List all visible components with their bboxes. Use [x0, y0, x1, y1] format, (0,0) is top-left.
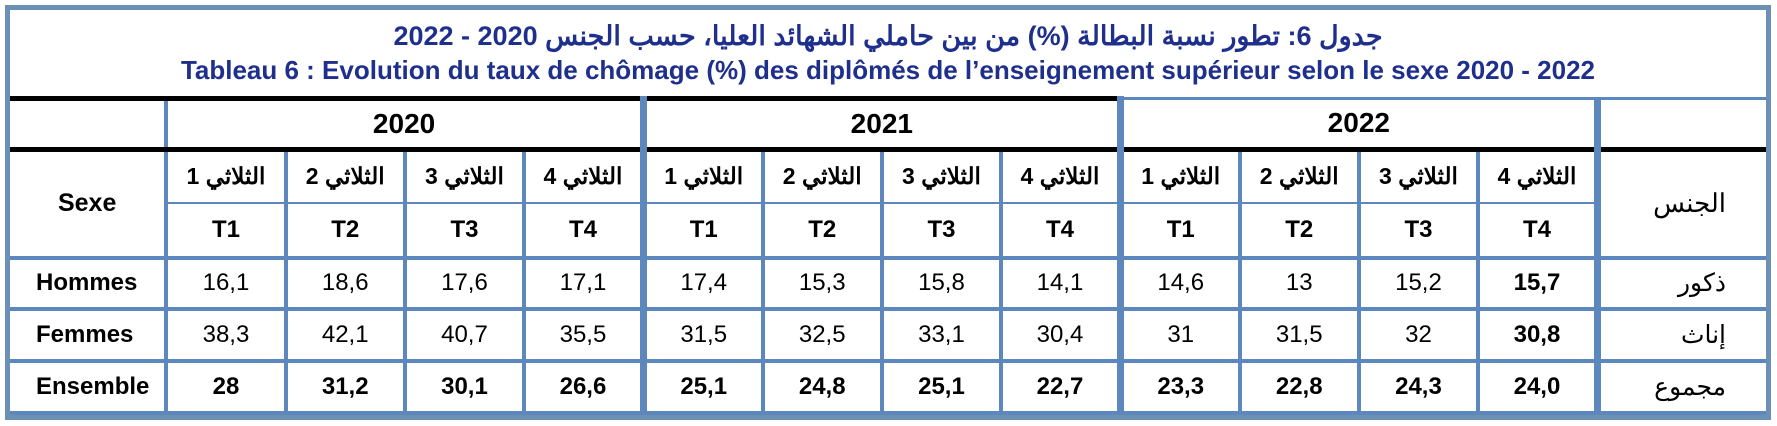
data-cell: 30,8 — [1476, 307, 1600, 364]
t-code-2022-t2: T2 — [1237, 201, 1361, 260]
jins-header: الجنس — [1593, 149, 1766, 258]
table-frame: جدول 6: تطور نسبة البطالة (%) من بين حام… — [5, 5, 1771, 420]
data-cell: 25,1 — [879, 359, 1004, 415]
data-cell: 22,7 — [999, 359, 1123, 415]
quarter-header-2021-t1: الثلاثي 1 — [639, 149, 765, 204]
data-cell: 42,1 — [283, 307, 407, 364]
t-code-2021-t1: T1 — [639, 201, 765, 260]
sexe-header: Sexe — [10, 149, 169, 258]
quarter-header-2021-t3: الثلاثي 3 — [879, 149, 1004, 204]
quarter-header-2021-t2: الثلاثي 2 — [760, 149, 884, 204]
data-cell: 25,1 — [639, 359, 765, 415]
t-code-2022-t4: T4 — [1476, 201, 1598, 260]
title-french: Tableau 6 : Evolution du taux de chômage… — [180, 54, 1596, 85]
data-cell: 14,6 — [1116, 255, 1242, 312]
t-code-2022-t1: T1 — [1116, 201, 1242, 260]
data-cell: 14,1 — [999, 255, 1123, 312]
corner-cell-right — [1593, 97, 1766, 152]
data-cell: 31,5 — [639, 307, 765, 364]
quarter-header-2022-t2: الثلاثي 2 — [1237, 149, 1361, 204]
data-cell: 33,1 — [879, 307, 1004, 364]
t-code-2020-t3: T3 — [402, 201, 527, 260]
data-cell: 28 — [164, 359, 288, 415]
data-cell: 15,3 — [760, 255, 884, 312]
row-label-arabic-hommes: ذكور — [1593, 255, 1766, 312]
data-cell: 15,7 — [1476, 255, 1600, 312]
data-cell: 15,2 — [1356, 255, 1481, 312]
table-row-ensemble: Ensemble 28 31,2 30,1 26,6 25,1 24,8 25,… — [10, 359, 1766, 415]
table-row-hommes: Hommes 16,1 18,6 17,6 17,1 17,4 15,3 15,… — [10, 255, 1766, 312]
data-cell: 23,3 — [1116, 359, 1242, 415]
corner-cell-left — [10, 96, 169, 152]
data-cell: 24,8 — [760, 359, 884, 415]
data-cell: 17,4 — [639, 255, 765, 312]
data-cell: 31 — [1116, 307, 1242, 364]
data-cell: 16,1 — [164, 255, 288, 312]
t-code-2021-t2: T2 — [760, 201, 884, 260]
t-code-2021-t3: T3 — [879, 201, 1004, 260]
quarter-header-2020-t3: الثلاثي 3 — [402, 149, 527, 204]
year-header-row: 2020 2021 2022 — [10, 96, 1766, 152]
data-cell: 15,8 — [879, 255, 1004, 312]
row-label-femmes: Femmes — [10, 307, 169, 364]
quarter-header-2022-t4: الثلاثي 4 — [1476, 149, 1600, 204]
row-label-arabic-femmes: إناث — [1593, 307, 1766, 364]
data-cell: 38,3 — [164, 307, 288, 364]
data-cell: 26,6 — [522, 359, 646, 415]
table-row-femmes: Femmes 38,3 42,1 40,7 35,5 31,5 32,5 33,… — [10, 307, 1766, 364]
title-arabic: جدول 6: تطور نسبة البطالة (%) من بين حام… — [393, 20, 1383, 51]
quarter-header-2022-t1: الثلاثي 1 — [1116, 149, 1242, 204]
row-label-arabic-ensemble: مجموع — [1593, 359, 1766, 415]
data-cell: 13 — [1237, 255, 1361, 312]
data-cell: 22,8 — [1237, 359, 1361, 415]
data-cell: 32 — [1356, 307, 1481, 364]
data-cell: 35,5 — [522, 307, 646, 364]
row-label-hommes: Hommes — [10, 255, 169, 312]
quarter-header-2020-t1: الثلاثي 1 — [164, 149, 288, 204]
quarter-header-2020-t2: الثلاثي 2 — [283, 149, 407, 204]
year-header-2021: 2021 — [639, 96, 1123, 152]
data-cell: 17,1 — [522, 255, 646, 312]
quarter-header-2020-t4: الثلاثي 4 — [522, 149, 646, 204]
t-code-2021-t4: T4 — [999, 201, 1123, 260]
unemployment-rate-table: 2020 2021 2022 Sexe الثلاثي 1 الثلاثي 2 … — [10, 96, 1766, 415]
row-label-ensemble: Ensemble — [10, 359, 169, 415]
data-cell: 17,6 — [402, 255, 527, 312]
t-code-2020-t1: T1 — [166, 201, 288, 260]
t-code-2022-t3: T3 — [1356, 201, 1481, 260]
data-cell: 30,1 — [402, 359, 527, 415]
t-code-2020-t2: T2 — [283, 201, 407, 260]
data-cell: 24,0 — [1476, 359, 1600, 415]
table-title: جدول 6: تطور نسبة البطالة (%) من بين حام… — [10, 10, 1766, 96]
quarter-arabic-header-row: Sexe الثلاثي 1 الثلاثي 2 الثلاثي 3 الثلا… — [10, 149, 1766, 258]
data-cell: 18,6 — [283, 255, 407, 312]
year-header-2022: 2022 — [1116, 97, 1600, 152]
data-cell: 24,3 — [1356, 359, 1481, 415]
t-code-2020-t4: T4 — [522, 201, 646, 260]
data-cell: 32,5 — [760, 307, 884, 364]
data-cell: 31,5 — [1237, 307, 1361, 364]
data-cell: 31,2 — [283, 359, 407, 415]
quarter-header-2022-t3: الثلاثي 3 — [1356, 149, 1481, 204]
t-code-header-row: T1 T2 T3 T4 T1 T2 T3 T4 T1 T2 T3 T4 — [10, 201, 1766, 260]
year-header-2020: 2020 — [164, 96, 646, 152]
data-cell: 30,4 — [999, 307, 1123, 364]
quarter-header-2021-t4: الثلاثي 4 — [999, 149, 1123, 204]
data-cell: 40,7 — [402, 307, 527, 364]
